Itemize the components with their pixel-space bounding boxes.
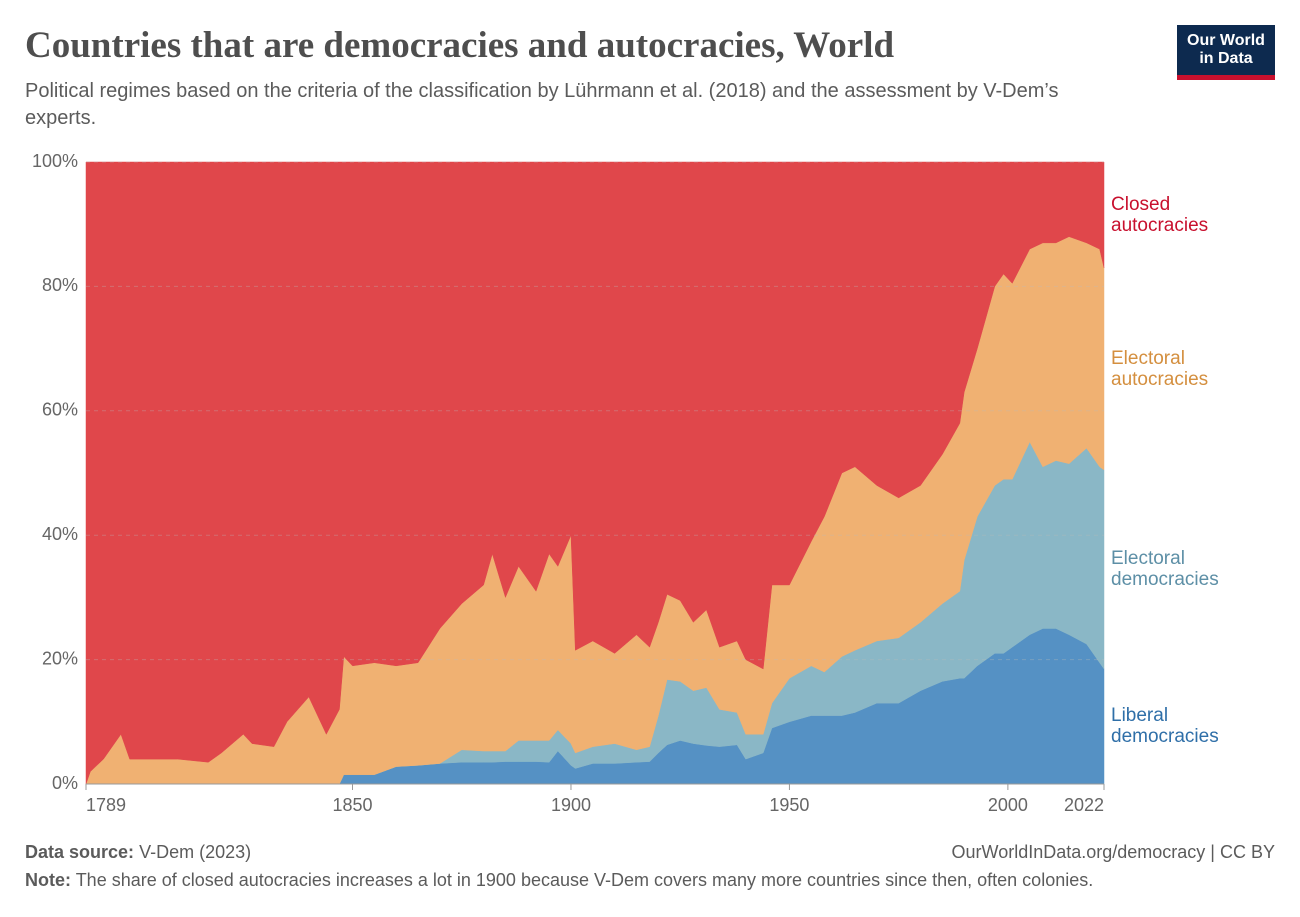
note-label: Note: [25, 870, 71, 890]
chart-title: Countries that are democracies and autoc… [25, 25, 895, 66]
y-tick-label: 0% [52, 773, 78, 793]
note: The share of closed autocracies increase… [75, 870, 1094, 890]
chart-subtitle: Political regimes based on the criteria … [25, 80, 1059, 129]
y-tick-label: 80% [42, 275, 78, 295]
source: V-Dem (2023) [139, 842, 252, 862]
legend-label[interactable]: Electoral democracies [1111, 548, 1219, 591]
logo-text: Our World in Data [1187, 32, 1265, 67]
y-tick-label: 40% [42, 524, 78, 544]
legend-label[interactable]: Liberal democracies [1111, 705, 1219, 748]
y-tick-label: 20% [42, 648, 78, 668]
y-tick-label: 100% [32, 151, 78, 171]
legend-label[interactable]: Closed autocracies [1111, 193, 1209, 236]
x-tick-label: 1850 [332, 795, 372, 815]
x-tick-label: 1900 [551, 795, 591, 815]
x-tick-label: 2022 [1064, 795, 1104, 815]
note-line: Note: The share of closed autocracies in… [25, 870, 1093, 891]
source-url[interactable]: OurWorldInData.org/democracy | CC BY [951, 842, 1275, 862]
x-tick-label: 2000 [988, 795, 1028, 815]
legend-label[interactable]: Electoral autocracies [1111, 347, 1209, 390]
logo[interactable]: Our World in Data [1177, 25, 1275, 80]
area [85, 161, 1105, 785]
y-tick-label: 60% [42, 400, 78, 420]
x-tick-label: 1950 [769, 795, 809, 815]
x-tick-label: 1789 [86, 795, 126, 815]
source-label: Data source: [25, 842, 135, 862]
source-line: Data source: V-Dem (2023) [25, 842, 251, 863]
